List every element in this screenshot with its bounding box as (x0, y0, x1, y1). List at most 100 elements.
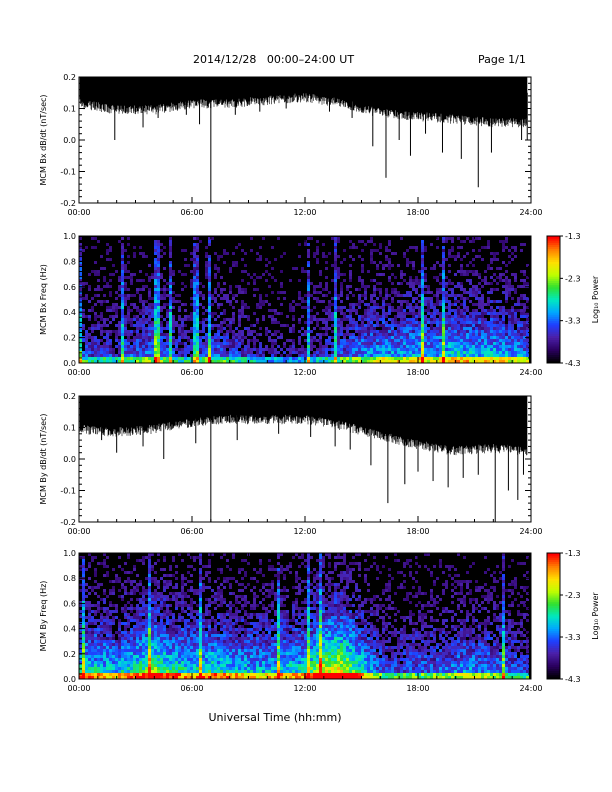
spectrogram-cell (169, 354, 172, 357)
spectrogram-cell (88, 667, 91, 670)
spectrogram-cell (85, 294, 88, 297)
spectrogram-cell (184, 273, 187, 276)
spectrogram-cell (178, 646, 181, 649)
spectrogram-cell (79, 252, 82, 255)
spectrogram-cell (169, 252, 172, 255)
spectrogram-cell (79, 616, 82, 619)
spectrogram-cell (172, 661, 175, 664)
spectrogram-cell (175, 586, 178, 589)
spectrogram-cell (229, 342, 232, 345)
spectrogram-cell (205, 270, 208, 273)
spectrogram-cell (145, 312, 148, 315)
spectrogram-cell (379, 261, 382, 264)
spectrogram-cell (172, 270, 175, 273)
spectrogram-cell (307, 237, 310, 240)
spectrogram-cell (256, 357, 259, 360)
spectrogram-cell (235, 294, 238, 297)
spectrogram-cell (160, 670, 163, 673)
spectrogram-cell (154, 571, 157, 574)
spectrogram-cell (328, 309, 331, 312)
spectrogram-cell (82, 601, 85, 604)
spectrogram-cell (241, 351, 244, 354)
spectrogram-cell (118, 288, 121, 291)
spectrogram-cell (319, 333, 322, 336)
spectrogram-cell (151, 598, 154, 601)
spectrogram-cell (448, 306, 451, 309)
spectrogram-cell (94, 670, 97, 673)
spectrogram-cell (445, 336, 448, 339)
spectrogram-cell (235, 264, 238, 267)
spectrogram-cell (154, 282, 157, 285)
spectrogram-cell (349, 327, 352, 330)
spectrogram-cell (460, 324, 463, 327)
spectrogram-cell (370, 240, 373, 243)
spectrogram-cell (307, 270, 310, 273)
spectrogram-cell (361, 330, 364, 333)
spectrogram-cell (106, 285, 109, 288)
spectrogram-cell (106, 622, 109, 625)
spectrogram-cell (88, 616, 91, 619)
spectrogram-cell (157, 655, 160, 658)
spectrogram-cell (310, 318, 313, 321)
spectrogram-cell (148, 291, 151, 294)
spectrogram-cell (328, 339, 331, 342)
spectrogram-cell (238, 321, 241, 324)
spectrogram-cell (496, 321, 499, 324)
spectrogram-cell (508, 345, 511, 348)
spectrogram-cell (367, 315, 370, 318)
spectrogram-cell (265, 333, 268, 336)
spectrogram-cell (223, 339, 226, 342)
spectrogram-cell (124, 670, 127, 673)
colorbar-cell (547, 335, 560, 339)
spectrogram-cell (475, 291, 478, 294)
spectrogram-cell (166, 658, 169, 661)
spectrogram-cell (166, 640, 169, 643)
spectrogram-cell (358, 336, 361, 339)
spectrogram-cell (520, 294, 523, 297)
spectrogram-cell (163, 649, 166, 652)
spectrogram-cell (160, 604, 163, 607)
spectrogram-cell (103, 336, 106, 339)
spectrogram-cell (466, 315, 469, 318)
spectrogram-cell (175, 628, 178, 631)
spectrogram-cell (511, 357, 514, 360)
spectrogram-cell (502, 339, 505, 342)
spectrogram-cell (286, 360, 289, 363)
spectrogram-cell (232, 330, 235, 333)
spectrogram-cell (442, 237, 445, 240)
spectrogram-cell (79, 288, 82, 291)
spectrogram-cell (448, 300, 451, 303)
spectrogram-cell (175, 655, 178, 658)
colorbar-tick-label: -1.3 (565, 232, 581, 241)
spectrogram-cell (94, 246, 97, 249)
spectrogram-cell (136, 339, 139, 342)
spectrogram-cell (169, 267, 172, 270)
spectrogram-cell (97, 288, 100, 291)
spectrogram-cell (412, 351, 415, 354)
spectrogram-cell (457, 321, 460, 324)
spectrogram-cell (331, 345, 334, 348)
spectrogram-cell (325, 255, 328, 258)
spectrogram-cell (409, 333, 412, 336)
spectrogram-cell (460, 273, 463, 276)
spectrogram-cell (94, 327, 97, 330)
spectrogram-cell (466, 327, 469, 330)
spectrogram-cell (388, 339, 391, 342)
spectrogram-cell (82, 354, 85, 357)
spectrogram-cell (340, 330, 343, 333)
spectrogram-cell (85, 652, 88, 655)
spectrogram-cell (433, 333, 436, 336)
spectrogram-cell (139, 625, 142, 628)
spectrogram-cell (130, 273, 133, 276)
spectrogram-cell (376, 267, 379, 270)
spectrogram-cell (154, 646, 157, 649)
spectrogram-cell (148, 348, 151, 351)
spectrogram-cell (85, 661, 88, 664)
spectrogram-cell (439, 312, 442, 315)
spectrogram-cell (85, 643, 88, 646)
spectrogram-cell (97, 357, 100, 360)
spectrogram-cell (325, 324, 328, 327)
spectrogram-cell (85, 646, 88, 649)
spectrogram-cell (85, 673, 88, 676)
spectrogram-cell (226, 333, 229, 336)
